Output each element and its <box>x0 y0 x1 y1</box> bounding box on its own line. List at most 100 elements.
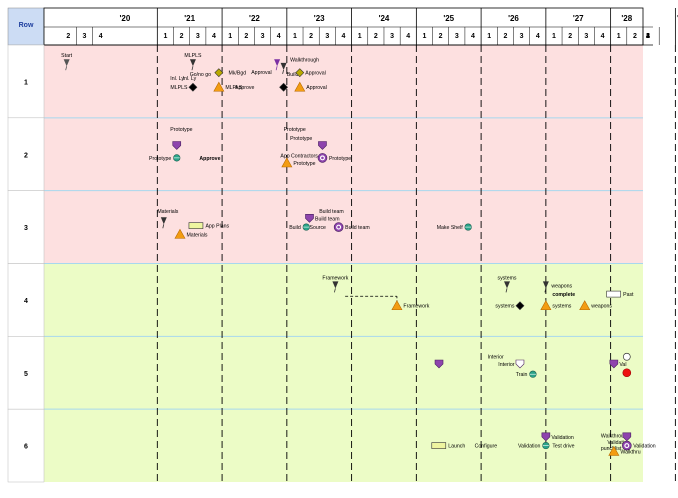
milestone-label: App Plans <box>205 224 229 230</box>
row-label-cell <box>7 117 45 191</box>
milestone-label: MLPLS <box>170 85 188 91</box>
milestone: Configure <box>475 444 498 450</box>
milestone: Past <box>606 290 634 298</box>
milestone: Walkthru <box>608 445 641 456</box>
milestone-label: Prototype <box>329 156 351 162</box>
milestone-label: systems <box>495 304 514 310</box>
milestone: systems <box>495 301 525 311</box>
year-label: '20 <box>120 14 131 23</box>
quarter-label: 1 <box>552 33 556 40</box>
milestone-label: Build team <box>319 209 344 215</box>
milestone-label: Walkthrough <box>601 433 630 439</box>
milestone-label: Go/no go <box>190 72 211 78</box>
milestone: Prototype <box>281 157 316 168</box>
milestone-label: Approval <box>251 70 271 76</box>
milestone-label: Validation <box>551 435 574 441</box>
row-label-cell <box>7 408 45 483</box>
milestone: Build team <box>305 214 340 223</box>
milestone: Inl. Ly <box>183 76 197 82</box>
milestone-label: Train <box>516 372 528 378</box>
milestone: Framework <box>391 300 430 311</box>
quarter-label: 2 <box>66 33 70 40</box>
milestone: Materials <box>157 209 178 215</box>
year-label: '22 <box>249 14 260 23</box>
quarter-label: 1 <box>228 33 232 40</box>
milestone <box>280 62 287 74</box>
triangle-marker <box>579 300 591 311</box>
row-label: 4 <box>24 298 28 305</box>
milestone-label: Walkthru <box>620 449 640 455</box>
row-label-cell <box>7 336 45 410</box>
milestone: weapons <box>542 281 573 293</box>
milestone-label: Past <box>623 292 634 298</box>
milestone: Approve <box>199 156 220 162</box>
milestone-label: Make Shelf <box>437 225 464 231</box>
milestone: Validation <box>541 432 574 442</box>
year-label: '28 <box>621 14 632 23</box>
milestone: Inl. Ly <box>170 76 184 82</box>
milestone: Materials <box>174 228 208 239</box>
milestone <box>318 141 327 150</box>
triangle-marker <box>391 300 403 311</box>
row-band <box>44 263 643 337</box>
year-label: '24 <box>379 14 390 23</box>
milestone-label: Inl. Ly <box>170 76 184 82</box>
flag-marker-stem <box>191 66 194 71</box>
flag-marker <box>332 281 339 289</box>
row-label: 1 <box>24 79 28 86</box>
milestone-label: MLPLS <box>184 53 202 59</box>
milestone <box>622 352 631 361</box>
flag-marker-stem <box>162 224 165 229</box>
milestone: Train <box>516 370 537 378</box>
diamond-marker <box>295 68 305 78</box>
milestone: MLPLS <box>170 82 198 92</box>
flag-marker-stem <box>334 288 336 293</box>
quarter-label: 4 <box>536 33 540 40</box>
milestone <box>172 141 182 150</box>
milestone-label: Launch <box>448 444 465 450</box>
quarter-label: 4 <box>646 33 650 40</box>
milestone: Approval <box>294 81 327 92</box>
flag-marker-stem <box>505 288 508 293</box>
milestone-label: punchlist <box>601 446 622 452</box>
milestone-label: Prototype <box>290 136 312 142</box>
milestone-label: Validation <box>518 444 541 450</box>
quarter-label: 4 <box>212 33 216 40</box>
year-label: '29 <box>677 14 678 23</box>
milestone-label: Configure <box>475 444 498 450</box>
milestone: Make Shelf <box>437 223 472 231</box>
milestone: Start <box>61 53 73 71</box>
header-box <box>43 7 644 46</box>
milestone-label: Validation <box>607 440 630 446</box>
milestone-label: Build team <box>315 216 340 222</box>
milestone <box>160 217 167 229</box>
quarter-label: 2 <box>646 33 650 40</box>
milestone-label: Interior <box>498 362 514 368</box>
triangle-marker <box>281 157 293 168</box>
row-header: Row <box>19 22 34 29</box>
quarter-label: 2 <box>568 33 572 40</box>
triangle-marker <box>294 81 306 92</box>
milestone-label: Approval <box>305 71 325 77</box>
milestone: complete <box>552 292 575 298</box>
diamond-marker <box>515 301 525 311</box>
quarter-label: 1 <box>617 33 621 40</box>
milestone: Approval <box>251 70 271 76</box>
quarter-label: 1 <box>293 33 297 40</box>
flag-marker-stem <box>65 66 68 71</box>
quarter-label: 3 <box>520 33 524 40</box>
flag-marker <box>63 59 70 67</box>
milestone-label: Build team <box>345 225 370 231</box>
quarter-label: 3 <box>261 33 265 40</box>
milestone: systems <box>540 300 572 311</box>
milestone-label: Materials <box>157 209 178 215</box>
milestone-label: Source <box>310 225 327 231</box>
milestone-label: Inl. Ly <box>183 76 197 82</box>
milestone: Framework <box>322 275 349 293</box>
milestone-label: Test drive <box>552 444 574 450</box>
quarter-label: 4 <box>277 33 281 40</box>
milestone-label: Interior <box>488 355 504 361</box>
shield-marker <box>318 141 327 150</box>
